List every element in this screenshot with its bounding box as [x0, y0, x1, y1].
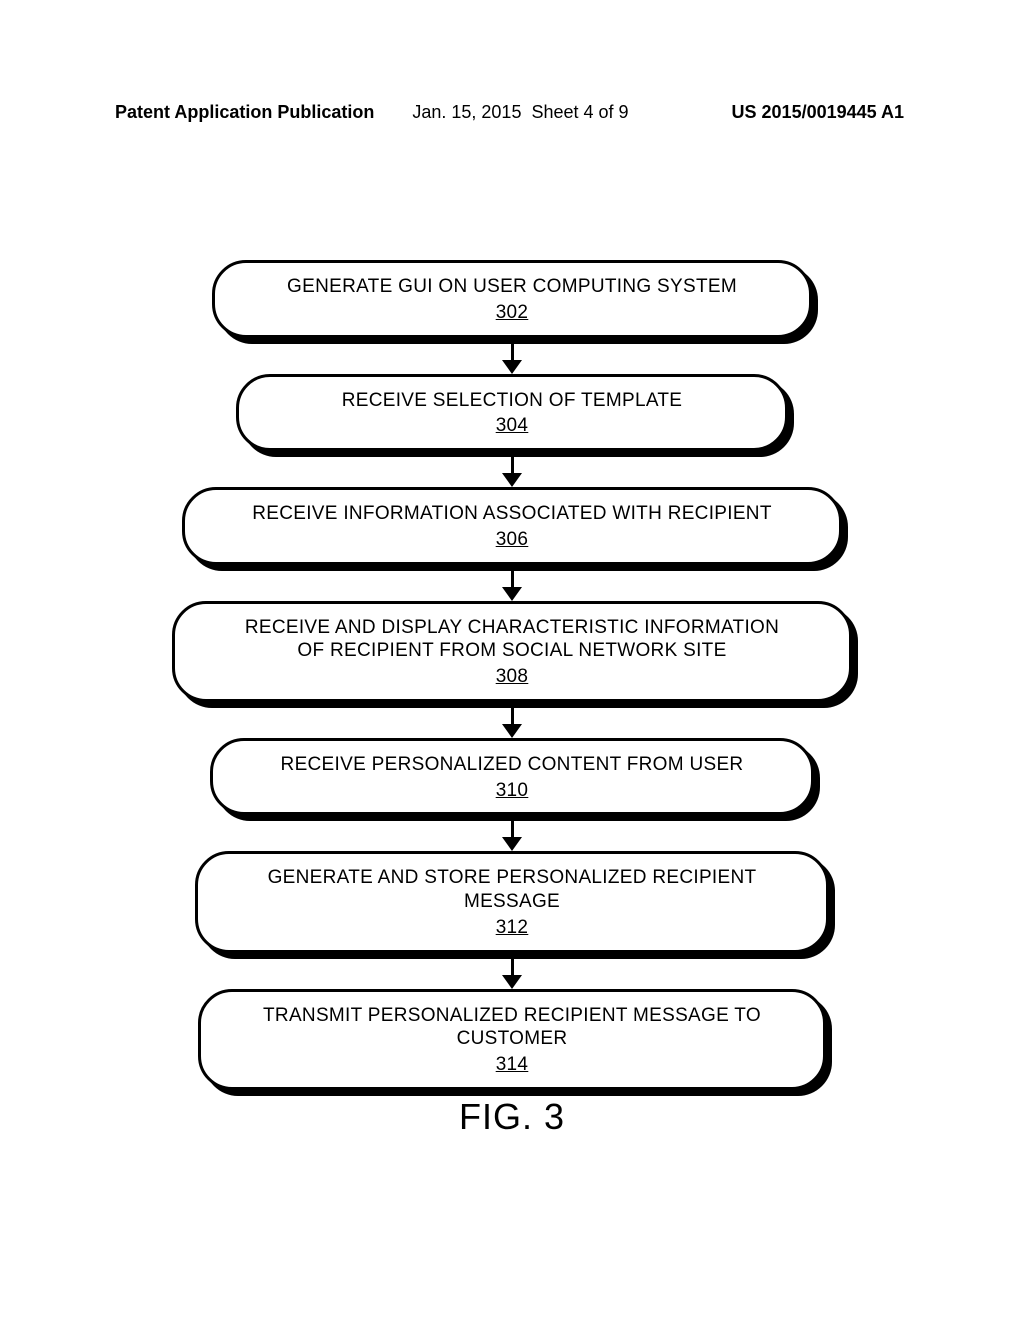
flow-arrow — [162, 338, 862, 374]
step-text-line: RECEIVE AND DISPLAY CHARACTERISTIC INFOR… — [201, 616, 823, 640]
flowchart: GENERATE GUI ON USER COMPUTING SYSTEM302… — [162, 260, 862, 1138]
step-ref-number: 310 — [496, 779, 529, 803]
step-text-line: RECEIVE SELECTION OF TEMPLATE — [265, 389, 759, 413]
header-pub-number: US 2015/0019445 A1 — [732, 102, 904, 123]
figure-label: FIG. 3 — [162, 1096, 862, 1138]
header-publication-label: Patent Application Publication — [115, 102, 374, 123]
flow-step-304: RECEIVE SELECTION OF TEMPLATE304 — [236, 374, 788, 452]
flow-arrow — [162, 953, 862, 989]
step-box: TRANSMIT PERSONALIZED RECIPIENT MESSAGE … — [198, 989, 826, 1090]
flow-arrow — [162, 565, 862, 601]
step-box: GENERATE AND STORE PERSONALIZED RECIPIEN… — [195, 851, 829, 952]
step-box: RECEIVE PERSONALIZED CONTENT FROM USER31… — [210, 738, 814, 816]
arrow-head-icon — [502, 724, 522, 738]
arrow-head-icon — [502, 587, 522, 601]
step-ref-number: 302 — [496, 301, 529, 325]
step-box: RECEIVE AND DISPLAY CHARACTERISTIC INFOR… — [172, 601, 852, 702]
header-date-sheet: Jan. 15, 2015 Sheet 4 of 9 — [374, 102, 731, 123]
flow-arrow — [162, 702, 862, 738]
step-text-line: TRANSMIT PERSONALIZED RECIPIENT MESSAGE … — [227, 1004, 797, 1028]
step-ref-number: 306 — [496, 528, 529, 552]
step-text-line: GENERATE AND STORE PERSONALIZED RECIPIEN… — [224, 866, 800, 890]
step-text-line: GENERATE GUI ON USER COMPUTING SYSTEM — [241, 275, 783, 299]
page-header: Patent Application Publication Jan. 15, … — [0, 102, 1024, 123]
flow-arrow — [162, 815, 862, 851]
step-text-line: OF RECIPIENT FROM SOCIAL NETWORK SITE — [201, 639, 823, 663]
page: Patent Application Publication Jan. 15, … — [0, 0, 1024, 1320]
header-date: Jan. 15, 2015 — [412, 102, 521, 122]
step-ref-number: 314 — [496, 1053, 529, 1077]
flow-step-314: TRANSMIT PERSONALIZED RECIPIENT MESSAGE … — [198, 989, 826, 1090]
arrow-head-icon — [502, 360, 522, 374]
flow-step-302: GENERATE GUI ON USER COMPUTING SYSTEM302 — [212, 260, 812, 338]
arrow-head-icon — [502, 473, 522, 487]
step-box: RECEIVE SELECTION OF TEMPLATE304 — [236, 374, 788, 452]
arrow-line — [511, 565, 514, 589]
step-text-line: CUSTOMER — [227, 1027, 797, 1051]
arrow-head-icon — [502, 975, 522, 989]
step-ref-number: 304 — [496, 414, 529, 438]
arrow-line — [511, 953, 514, 977]
flow-step-312: GENERATE AND STORE PERSONALIZED RECIPIEN… — [195, 851, 829, 952]
arrow-line — [511, 451, 514, 475]
flow-step-310: RECEIVE PERSONALIZED CONTENT FROM USER31… — [210, 738, 814, 816]
step-box: GENERATE GUI ON USER COMPUTING SYSTEM302 — [212, 260, 812, 338]
step-text-line: RECEIVE INFORMATION ASSOCIATED WITH RECI… — [211, 502, 813, 526]
step-text-line: RECEIVE PERSONALIZED CONTENT FROM USER — [239, 753, 785, 777]
step-ref-number: 312 — [496, 916, 529, 940]
arrow-head-icon — [502, 837, 522, 851]
arrow-line — [511, 338, 514, 362]
flow-step-306: RECEIVE INFORMATION ASSOCIATED WITH RECI… — [182, 487, 842, 565]
header-sheet: Sheet 4 of 9 — [531, 102, 628, 122]
arrow-line — [511, 702, 514, 726]
step-ref-number: 308 — [496, 665, 529, 689]
arrow-line — [511, 815, 514, 839]
step-box: RECEIVE INFORMATION ASSOCIATED WITH RECI… — [182, 487, 842, 565]
step-text-line: MESSAGE — [224, 890, 800, 914]
flow-step-308: RECEIVE AND DISPLAY CHARACTERISTIC INFOR… — [172, 601, 852, 702]
flow-arrow — [162, 451, 862, 487]
